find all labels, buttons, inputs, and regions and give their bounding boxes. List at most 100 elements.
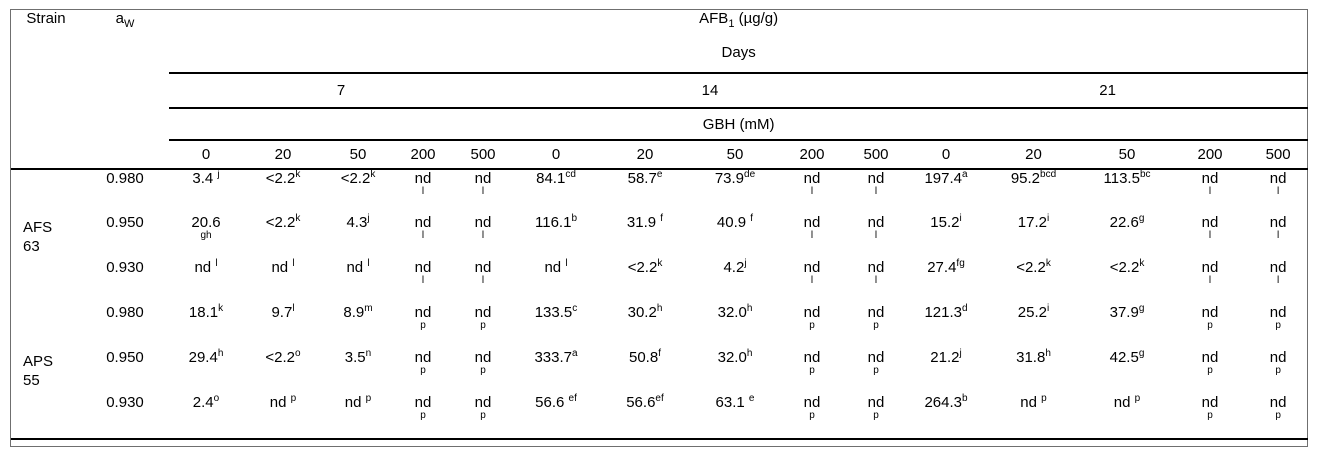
afb1-value-cell: 30.2h: [627, 303, 663, 322]
aw-value: 0.980: [106, 170, 144, 187]
col-header-strain: Strain: [11, 10, 81, 170]
afb1-value-cell: nd p: [1113, 393, 1141, 412]
afb1-value-cell: 95.2bcd: [1010, 169, 1057, 188]
afb1-value-cell: 116.1b: [535, 213, 577, 232]
afb1-value-cell: nd l: [1269, 214, 1287, 241]
header-row-title: Strain aW AFB1 (µg/g) Days: [11, 10, 1309, 170]
significance-letter: o: [213, 393, 220, 404]
significance-letter: l: [1276, 275, 1280, 286]
afb1-value-cell: nd p: [867, 304, 885, 331]
aw-value: 0.980: [106, 304, 144, 321]
afb1-value-cell: nd p: [1269, 394, 1287, 421]
significance-letter: d: [961, 303, 968, 314]
table-body: AFS 63 0.980 3.4 j <2.2k <2.2k nd l nd l 84.1cd 58.…: [11, 169, 1308, 439]
significance-letter: l: [810, 230, 814, 241]
significance-letter: p: [809, 410, 815, 421]
afb1-value-cell: <2.2k: [265, 169, 301, 188]
afb1-value-cell: 29.4h: [188, 348, 224, 367]
significance-letter: p: [873, 365, 879, 376]
header-row-gbh: GBH (mM): [11, 108, 1309, 141]
significance-letter: i: [959, 213, 962, 224]
day-7-header: 7: [169, 73, 513, 109]
significance-letter: de: [744, 169, 756, 180]
strain-label: AFS 63: [23, 219, 53, 255]
afb1-value-cell: <2.2o: [265, 348, 301, 367]
afb1-value-cell: 37.9g: [1109, 303, 1145, 322]
significance-letter: i: [1046, 303, 1050, 314]
gbh-level-header: 20: [599, 140, 691, 170]
significance-letter: l: [421, 275, 425, 286]
header-afb1-days: AFB1 (µg/g) Days: [169, 10, 1309, 74]
afb1-value-cell: nd l: [1201, 259, 1219, 286]
significance-letter: l: [1276, 186, 1280, 197]
afb1-value-cell: nd p: [867, 394, 885, 421]
significance-letter: p: [480, 320, 486, 331]
significance-letter: h: [746, 303, 753, 314]
afb1-value-cell: nd l: [867, 259, 885, 286]
afb1-value-cell: <2.2k: [1109, 258, 1145, 277]
table-row: AFS 63 0.980 3.4 j <2.2k <2.2k nd l nd l 84.1cd 58.…: [11, 169, 1308, 256]
significance-letter: l: [1208, 275, 1212, 286]
afb1-value-cell: nd l: [1201, 214, 1219, 241]
afb1-value-cell: nd p: [1201, 349, 1219, 376]
significance-letter: l: [1208, 186, 1212, 197]
afb1-value-cell: nd l: [346, 258, 370, 277]
afb1-value-cell: 197.4a: [924, 169, 968, 188]
significance-letter: p: [420, 320, 426, 331]
significance-letter: l: [810, 275, 814, 286]
significance-letter: f: [750, 213, 754, 224]
afb1-value-cell: nd l: [414, 170, 432, 197]
afb1-value-cell: nd p: [803, 349, 821, 376]
header-row-days: 7 14 21: [11, 73, 1309, 109]
significance-letter: f: [658, 348, 661, 359]
afb1-value-cell: nd l: [414, 214, 432, 241]
significance-letter: l: [565, 258, 568, 269]
significance-letter: p: [1041, 393, 1047, 404]
significance-letter: gh: [200, 230, 212, 241]
afb1-value-cell: 56.6ef: [626, 393, 664, 412]
afb1-value-cell: nd p: [803, 304, 821, 331]
significance-letter: j: [367, 213, 370, 224]
afb1-value-cell: nd p: [867, 349, 885, 376]
afb1-value-cell: 21.2j: [930, 348, 962, 367]
significance-letter: c: [572, 303, 578, 314]
significance-letter: e: [748, 393, 755, 404]
significance-letter: k: [295, 213, 301, 224]
significance-letter: f: [660, 213, 664, 224]
afb1-value-cell: nd p: [474, 394, 492, 421]
afb1-title: AFB1 (µg/g): [169, 10, 1308, 33]
significance-letter: j: [959, 348, 962, 359]
afb1-value-cell: 27.4fg: [927, 258, 965, 277]
gbh-level-header: 0: [907, 140, 985, 170]
afb1-value-cell: 3.5n: [344, 348, 372, 367]
afb1-value-cell: 9.7l: [271, 303, 295, 322]
afb1-title-sub: 1: [728, 18, 735, 30]
afb1-value-cell: nd l: [803, 214, 821, 241]
significance-letter: b: [961, 393, 968, 404]
afb1-value-cell: <2.2k: [627, 258, 663, 277]
afb1-value-cell: 31.8h: [1016, 348, 1051, 367]
day-21-header: 21: [907, 73, 1309, 109]
significance-letter: l: [1276, 230, 1280, 241]
table-row: 0.930 2.4o nd p nd p nd p nd p 56.6 ef 56.6ef 63.1…: [11, 394, 1308, 439]
significance-letter: l: [874, 186, 878, 197]
aw-header-base: a: [115, 10, 124, 27]
afb1-value-cell: nd p: [414, 349, 432, 376]
afb1-value-cell: 2.4o: [192, 393, 220, 412]
significance-letter: k: [218, 303, 224, 314]
significance-letter: l: [874, 275, 878, 286]
afb1-value-cell: nd l: [803, 170, 821, 197]
significance-letter: l: [1208, 230, 1212, 241]
afb1-value-cell: 56.6 ef: [535, 393, 577, 412]
gbh-level-header: 500: [1248, 140, 1309, 170]
significance-letter: e: [656, 169, 663, 180]
significance-letter: h: [1045, 348, 1051, 359]
header-row-gbh-levels: 0 20 50 200 500 0 20 50 200 500 0 20 50 …: [11, 140, 1309, 170]
days-label: Days: [721, 44, 756, 61]
afb1-value-cell: nd l: [1269, 259, 1287, 286]
afb1-value-cell: nd l: [1269, 170, 1287, 197]
gbh-level-header: 0: [169, 140, 243, 170]
aw-value: 0.930: [106, 394, 144, 411]
gbh-level-header: 20: [985, 140, 1082, 170]
